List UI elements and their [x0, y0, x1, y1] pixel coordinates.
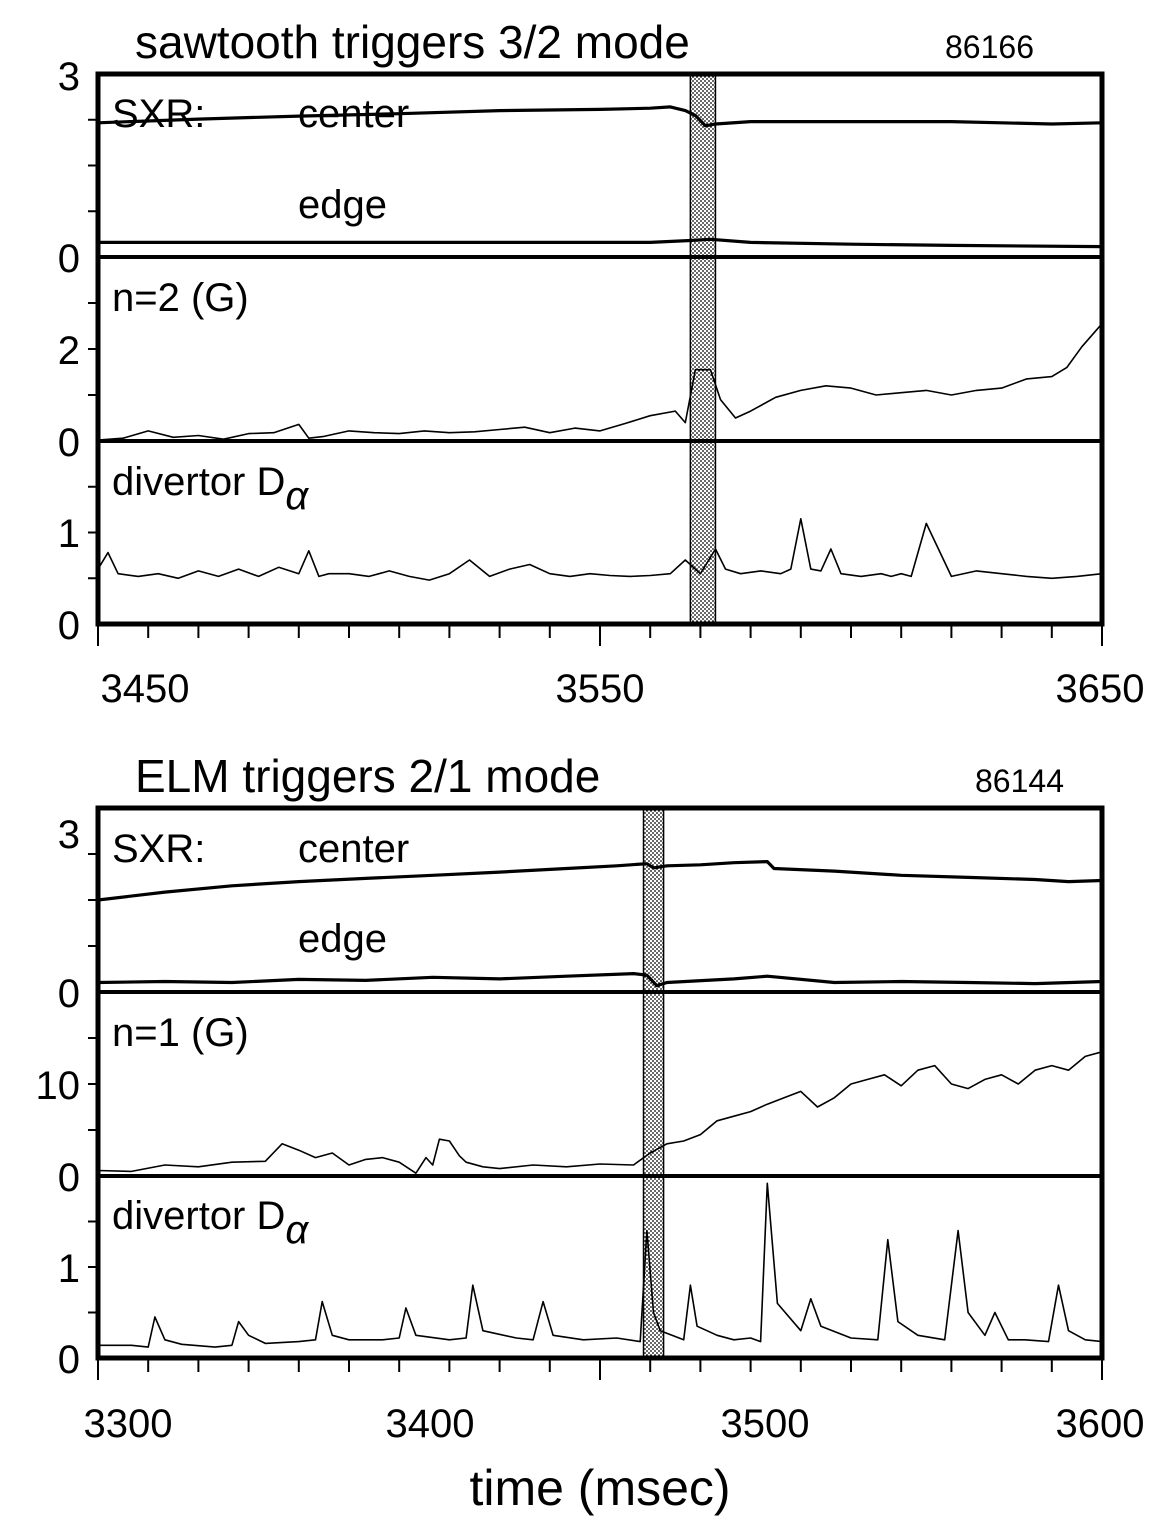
- trace-panel2-line: [97, 517, 1103, 581]
- highlight-band: [642, 807, 665, 1359]
- ytick-label: 10: [36, 1064, 81, 1108]
- ytick-label: 1: [58, 512, 80, 556]
- panel-label-divertor: divertor Dα: [112, 1194, 309, 1252]
- panel-label-alpha: α: [285, 1208, 309, 1252]
- xtick-label: 3300: [84, 1402, 173, 1446]
- trace-edge-line: [98, 237, 1103, 249]
- trace-center-line: [97, 859, 1103, 902]
- panel-label-alpha: α: [285, 474, 309, 518]
- chart-title: sawtooth triggers 3/2 mode: [135, 16, 690, 68]
- plot-frame: [95, 71, 1105, 627]
- xtick-label: 3500: [721, 1402, 810, 1446]
- series-label-edge: edge: [298, 183, 387, 227]
- shot-number: 86144: [975, 763, 1064, 799]
- panel-label-sxr: SXR:: [112, 827, 205, 871]
- ytick-label: 1: [58, 1247, 80, 1291]
- ytick-label: 0: [58, 421, 80, 465]
- xtick-label: 3600: [1056, 1402, 1145, 1446]
- panel-label-divertor-text: divertor D: [112, 1194, 285, 1238]
- panel-label-sxr: SXR:: [112, 92, 205, 136]
- chart-title: ELM triggers 2/1 mode: [135, 750, 600, 802]
- panel-label-divertor: divertor Dα: [112, 460, 309, 518]
- series-label-center: center: [298, 92, 409, 136]
- ytick-label: 0: [58, 604, 80, 648]
- series-label-edge: edge: [298, 917, 387, 961]
- chart-sawtooth: sawtooth triggers 3/2 mode 86166 SXR: ce…: [58, 16, 1145, 711]
- panel-label-n2: n=2 (G): [112, 276, 249, 320]
- ytick-label: 0: [58, 237, 80, 281]
- trace-panel2-line: [98, 1182, 1103, 1348]
- plot-frame: [95, 805, 1105, 1361]
- series-label-center: center: [298, 827, 409, 871]
- trace-panel1-line: [97, 1051, 1103, 1174]
- x-axis-label: time (msec): [469, 1460, 730, 1516]
- ytick-label: 0: [58, 1338, 80, 1382]
- panel-label-divertor-text: divertor D: [112, 460, 285, 504]
- panel-label-n1: n=1 (G): [112, 1011, 249, 1055]
- trace-edge-line: [97, 971, 1103, 988]
- ytick-label: 3: [58, 813, 80, 857]
- chart-elm: ELM triggers 2/1 mode 86144 SXR: center …: [36, 750, 1145, 1516]
- ytick-label: 0: [58, 972, 80, 1016]
- ytick-label: 0: [58, 1156, 80, 1200]
- trace-panel1-line: [97, 323, 1103, 441]
- xtick-label: 3650: [1056, 667, 1145, 711]
- xtick-label: 3400: [386, 1402, 475, 1446]
- ytick-label: 3: [58, 55, 80, 99]
- xtick-label: 3550: [556, 667, 645, 711]
- shot-number: 86166: [945, 29, 1034, 65]
- ytick-label: 2: [58, 329, 80, 373]
- highlight-band: [689, 73, 717, 625]
- trace-center-line: [97, 105, 1103, 128]
- xtick-label: 3450: [101, 667, 190, 711]
